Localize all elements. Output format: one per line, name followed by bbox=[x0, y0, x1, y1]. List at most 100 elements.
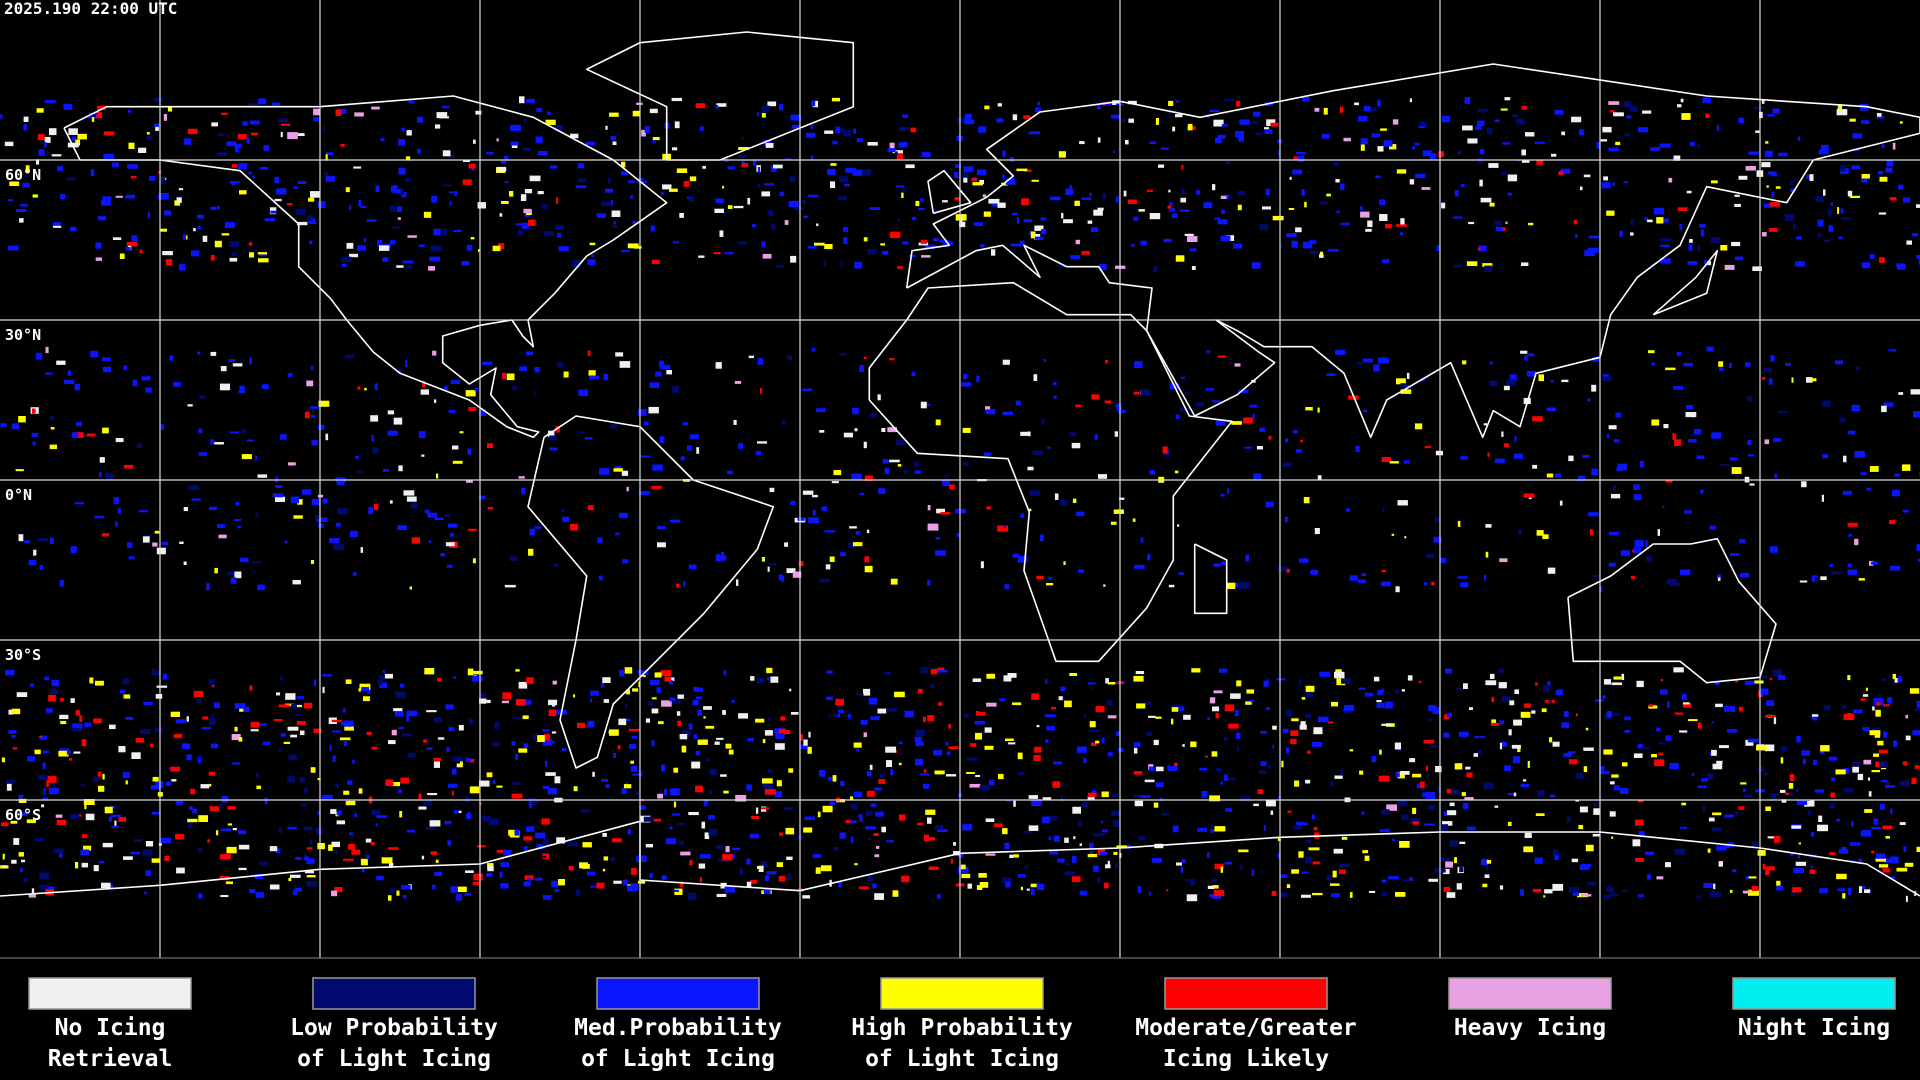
icing-pixel bbox=[1132, 518, 1136, 522]
icing-pixel bbox=[1236, 732, 1241, 739]
icing-pixel bbox=[274, 176, 280, 184]
icing-pixel bbox=[406, 496, 417, 502]
icing-pixel bbox=[206, 583, 210, 590]
icing-pixel bbox=[543, 231, 554, 237]
icing-pixel bbox=[1703, 883, 1713, 888]
icing-pixel bbox=[674, 889, 679, 892]
icing-pixel bbox=[534, 832, 546, 839]
icing-pixel bbox=[1213, 690, 1223, 694]
icing-pixel bbox=[496, 138, 499, 142]
icing-pixel bbox=[1323, 107, 1328, 115]
icing-pixel bbox=[615, 352, 624, 357]
icing-pixel bbox=[1916, 544, 1920, 552]
icing-pixel bbox=[405, 156, 411, 161]
icing-pixel bbox=[1445, 668, 1453, 674]
icing-pixel bbox=[826, 696, 833, 701]
icing-pixel bbox=[1616, 466, 1622, 472]
icing-pixel bbox=[1507, 793, 1517, 796]
icing-pixel bbox=[1592, 356, 1601, 362]
icing-pixel bbox=[366, 219, 377, 222]
icing-pixel bbox=[113, 497, 120, 505]
icing-pixel bbox=[1217, 134, 1226, 139]
icing-pixel bbox=[840, 552, 846, 557]
icing-pixel bbox=[863, 356, 867, 360]
icing-pixel bbox=[843, 237, 848, 244]
icing-pixel bbox=[221, 112, 228, 115]
icing-pixel bbox=[1765, 806, 1771, 811]
icing-pixel bbox=[1176, 706, 1185, 711]
icing-pixel bbox=[748, 355, 754, 359]
icing-pixel bbox=[1266, 678, 1270, 682]
icing-pixel bbox=[1317, 475, 1322, 481]
icing-pixel bbox=[1697, 144, 1701, 148]
icing-pixel bbox=[1033, 374, 1038, 381]
icing-pixel bbox=[487, 443, 493, 449]
icing-pixel bbox=[1624, 730, 1631, 733]
icing-pixel bbox=[1572, 892, 1579, 896]
icing-pixel bbox=[173, 382, 181, 387]
icing-pixel bbox=[45, 346, 49, 354]
icing-pixel bbox=[402, 260, 414, 264]
icing-pixel bbox=[1089, 842, 1094, 849]
icing-pixel bbox=[1514, 689, 1519, 694]
icing-pixel bbox=[252, 570, 256, 574]
icing-pixel bbox=[855, 531, 861, 535]
icing-pixel bbox=[1373, 364, 1380, 372]
icing-pixel bbox=[127, 110, 132, 113]
icing-pixel bbox=[693, 734, 698, 739]
icing-pixel bbox=[1409, 98, 1412, 103]
icing-pixel bbox=[1715, 703, 1723, 708]
icing-pixel bbox=[1419, 121, 1427, 127]
icing-pixel bbox=[515, 669, 520, 672]
icing-pixel bbox=[1211, 878, 1218, 882]
icing-pixel bbox=[537, 191, 544, 195]
icing-pixel bbox=[611, 210, 621, 217]
icing-pixel bbox=[1097, 207, 1104, 211]
icing-pixel bbox=[1365, 228, 1372, 232]
icing-pixel bbox=[313, 108, 320, 116]
icing-pixel bbox=[208, 771, 216, 776]
icing-pixel bbox=[933, 750, 943, 756]
icing-pixel bbox=[925, 809, 936, 815]
icing-pixel bbox=[1213, 890, 1225, 897]
icing-pixel bbox=[187, 128, 198, 134]
icing-pixel bbox=[1784, 214, 1795, 222]
icing-pixel bbox=[1477, 120, 1485, 127]
icing-pixel bbox=[1031, 179, 1039, 182]
icing-pixel bbox=[1215, 767, 1222, 772]
icing-pixel bbox=[677, 720, 682, 727]
icing-pixel bbox=[1012, 114, 1018, 121]
icing-pixel bbox=[518, 748, 528, 753]
icing-pixel bbox=[525, 826, 535, 832]
icing-pixel bbox=[1103, 584, 1106, 587]
icing-pixel bbox=[1389, 461, 1399, 464]
icing-pixel bbox=[1852, 766, 1859, 773]
icing-pixel bbox=[1726, 729, 1738, 733]
icing-pixel bbox=[961, 873, 971, 879]
icing-pixel bbox=[780, 716, 785, 721]
icing-pixel bbox=[112, 237, 122, 240]
icing-pixel bbox=[1404, 536, 1407, 539]
icing-pixel bbox=[637, 880, 646, 884]
icing-pixel bbox=[154, 530, 160, 534]
icing-pixel bbox=[487, 866, 494, 872]
icing-pixel bbox=[437, 228, 447, 236]
icing-pixel bbox=[1879, 176, 1888, 182]
icing-pixel bbox=[1234, 582, 1239, 588]
icing-pixel bbox=[996, 118, 1004, 123]
icing-pixel bbox=[1089, 851, 1093, 856]
icing-pixel bbox=[380, 138, 385, 141]
icing-pixel bbox=[808, 517, 819, 524]
icing-pixel bbox=[986, 673, 996, 679]
icing-pixel bbox=[1409, 758, 1416, 763]
icing-pixel bbox=[1432, 707, 1441, 715]
icing-pixel bbox=[293, 186, 298, 189]
icing-pixel bbox=[1848, 533, 1853, 537]
icing-pixel bbox=[1002, 411, 1013, 416]
icing-pixel bbox=[1886, 159, 1894, 167]
icing-pixel bbox=[1507, 192, 1513, 196]
icing-pixel bbox=[512, 385, 518, 390]
icing-pixel bbox=[528, 548, 534, 556]
icing-pixel bbox=[352, 760, 355, 764]
icing-pixel bbox=[847, 542, 858, 548]
